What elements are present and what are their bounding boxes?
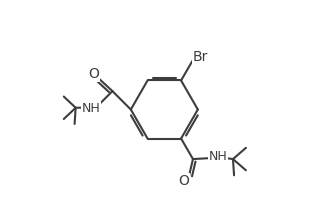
Text: O: O xyxy=(88,67,99,81)
Text: O: O xyxy=(179,174,189,188)
Text: NH: NH xyxy=(81,102,100,115)
Text: Br: Br xyxy=(192,50,208,64)
Text: NH: NH xyxy=(209,150,228,163)
